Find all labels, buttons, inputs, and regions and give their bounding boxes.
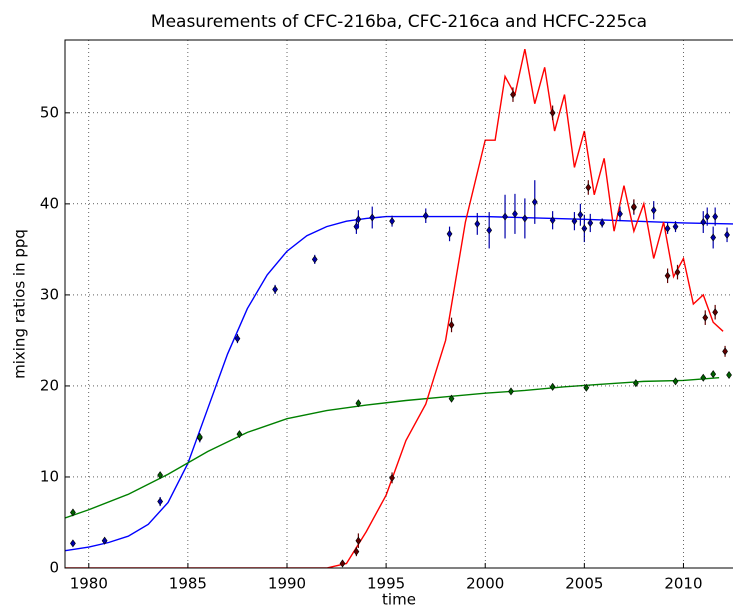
data-point <box>585 183 592 192</box>
data-point <box>157 497 164 506</box>
data-point <box>522 214 528 223</box>
data-point <box>448 394 455 403</box>
data-point <box>599 218 606 227</box>
data-point <box>196 432 203 441</box>
data-point <box>700 218 707 227</box>
data-point <box>272 285 278 294</box>
data-point <box>512 209 518 218</box>
data-point <box>311 255 318 264</box>
data-point <box>70 539 76 548</box>
y-tick-label: 20 <box>40 376 59 394</box>
data-point <box>549 108 556 117</box>
x-tick-label: 2005 <box>565 575 603 593</box>
data-point <box>672 377 679 386</box>
data-point <box>710 370 717 379</box>
data-point <box>70 508 76 517</box>
data-point <box>633 379 639 388</box>
data-point <box>650 206 657 215</box>
data-point <box>422 211 429 220</box>
data-point <box>710 233 717 242</box>
y-tick-label: 30 <box>40 285 59 303</box>
plot-area <box>65 48 733 568</box>
data-point <box>664 224 671 233</box>
x-tick-label: 1995 <box>367 575 405 593</box>
data-point <box>389 217 395 226</box>
data-point <box>236 430 243 439</box>
data-point <box>712 212 719 221</box>
data-point <box>339 559 346 568</box>
data-point <box>672 222 679 231</box>
data-point <box>446 229 453 238</box>
data-point <box>712 308 719 317</box>
y-tick-label: 0 <box>49 559 59 577</box>
y-axis-label: mixing ratios in ppq <box>11 229 29 379</box>
data-point <box>369 213 376 222</box>
data-point <box>355 536 362 545</box>
fit-line <box>65 48 724 568</box>
data-point <box>700 373 707 382</box>
data-point <box>355 215 362 224</box>
data-point <box>704 212 711 221</box>
data-point <box>571 217 578 226</box>
chart-title: Measurements of CFC-216ba, CFC-216ca and… <box>151 12 647 32</box>
data-point <box>353 547 360 556</box>
x-tick-label: 2000 <box>466 575 504 593</box>
data-point <box>549 216 556 225</box>
data-point <box>631 202 637 211</box>
x-tick-label: 1985 <box>169 575 207 593</box>
data-point <box>101 536 108 545</box>
data-point <box>448 320 455 329</box>
y-tick-label: 10 <box>40 467 59 485</box>
data-point <box>664 271 671 280</box>
x-tick-label: 2010 <box>664 575 702 593</box>
x-tick-label: 1990 <box>268 575 306 593</box>
data-point <box>508 387 514 396</box>
fit-line <box>65 215 733 552</box>
data-point <box>549 382 556 391</box>
data-point <box>617 209 623 218</box>
data-point <box>474 219 481 228</box>
x-axis-label: time <box>382 591 416 609</box>
data-point <box>502 212 508 221</box>
data-point <box>355 399 362 408</box>
fit-line <box>65 377 720 519</box>
data-point <box>234 334 241 343</box>
data-point <box>486 226 493 235</box>
plot-frame <box>64 39 733 569</box>
data-point <box>531 198 538 207</box>
data-point <box>702 313 709 322</box>
data-point <box>724 230 730 239</box>
data-point <box>722 347 728 356</box>
data-point <box>726 370 732 380</box>
data-point <box>587 218 594 227</box>
y-tick-label: 40 <box>40 194 59 212</box>
data-point <box>674 268 681 277</box>
y-tick-label: 50 <box>40 103 59 121</box>
data-point <box>510 90 516 99</box>
x-tick-label: 1980 <box>70 575 108 593</box>
data-point <box>577 210 584 219</box>
